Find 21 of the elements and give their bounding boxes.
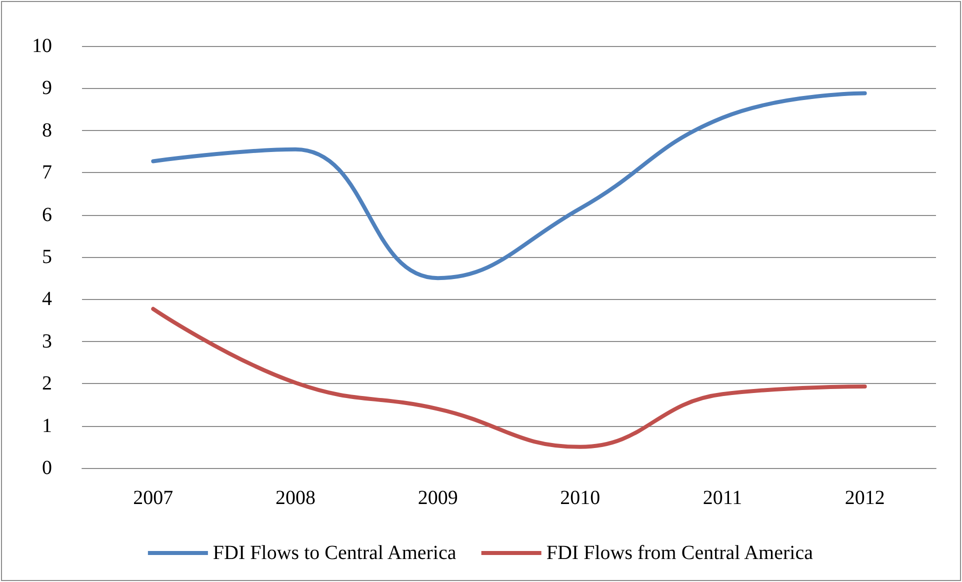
- y-tick-label: 0: [42, 457, 52, 479]
- y-tick-label: 6: [42, 204, 52, 226]
- y-tick-label: 4: [42, 288, 52, 310]
- y-tick-label: 8: [42, 119, 52, 142]
- x-tick-label: 2008: [276, 487, 316, 509]
- y-tick-label: 1: [42, 414, 52, 437]
- x-tick-label: 2010: [560, 487, 600, 509]
- line-series: [151, 91, 867, 280]
- legend-label: FDI Flows from Central America: [546, 542, 814, 564]
- x-tick-label: 2011: [702, 487, 742, 509]
- y-tick-label: 2: [42, 372, 52, 395]
- x-tick-label: 2009: [418, 487, 458, 509]
- y-tick-label: 10: [32, 35, 52, 57]
- line-series: [151, 306, 867, 449]
- x-tick-label: 2007: [133, 487, 174, 509]
- y-tick-label: 5: [42, 246, 52, 268]
- y-tick-label: 9: [42, 77, 52, 100]
- x-tick-label: 2012: [844, 487, 885, 509]
- legend-label: FDI Flows to Central America: [212, 542, 456, 564]
- y-tick-label: 7: [42, 162, 52, 184]
- y-tick-label: 3: [42, 330, 52, 352]
